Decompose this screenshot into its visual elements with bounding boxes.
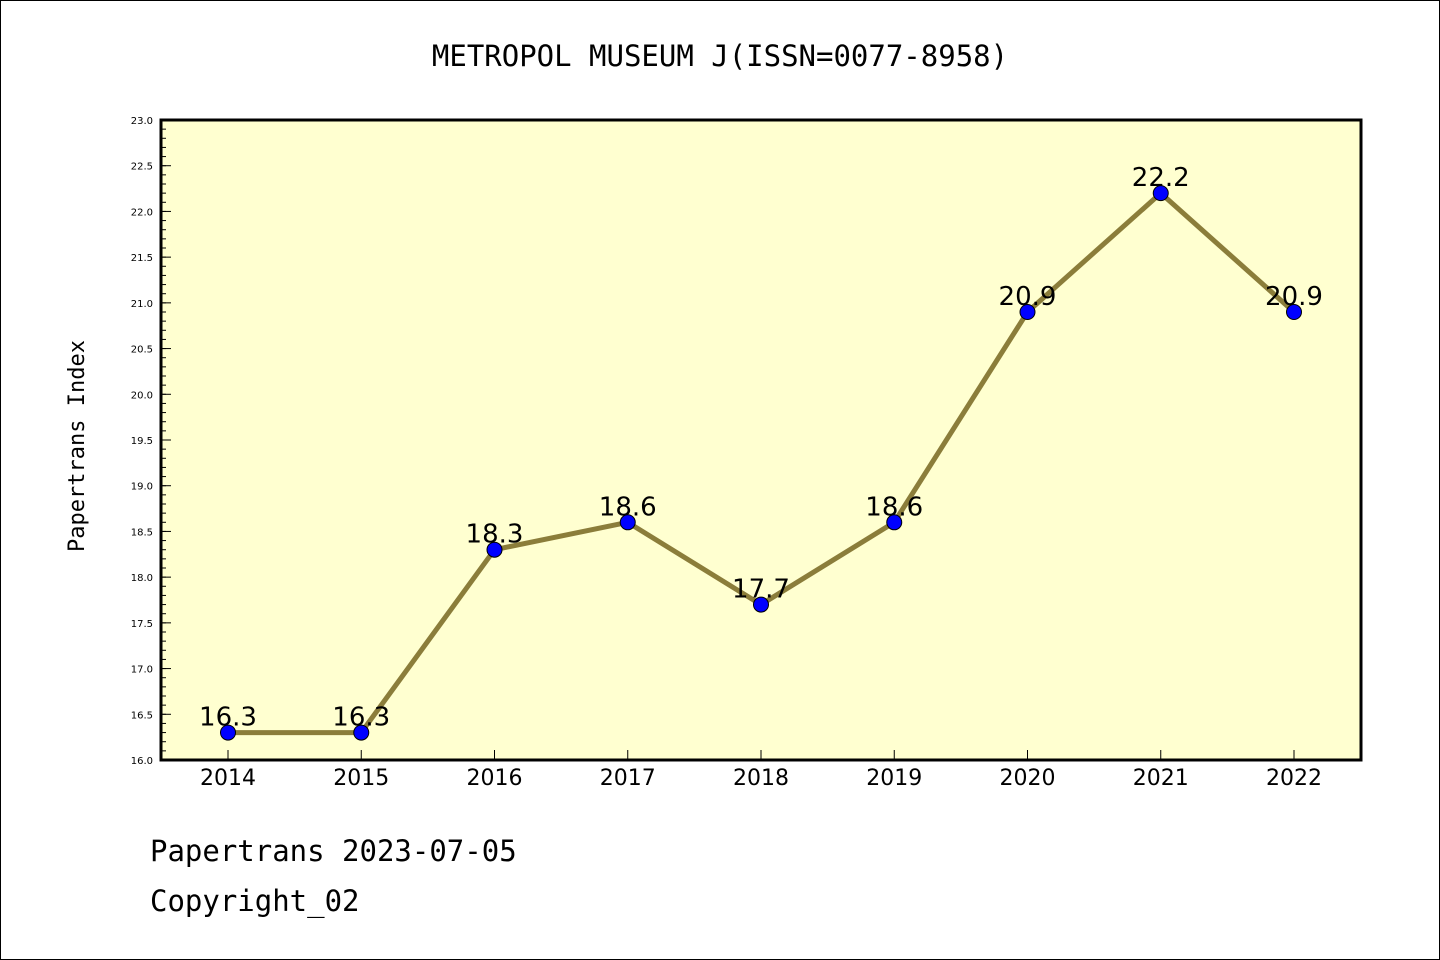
x-tick-label: 2015 bbox=[333, 766, 389, 791]
data-point-marker bbox=[353, 724, 370, 741]
data-point-marker bbox=[1286, 304, 1302, 320]
x-tick-label: 2021 bbox=[1133, 766, 1189, 791]
data-label: 18.6 bbox=[865, 492, 923, 522]
data-label: 20.9 bbox=[999, 282, 1057, 312]
x-tick-label: 2017 bbox=[600, 766, 656, 791]
y-axis-label: Papertrans Index bbox=[65, 340, 90, 552]
footer-date: Papertrans 2023-07-05 bbox=[150, 834, 517, 868]
data-label: 16.3 bbox=[332, 703, 390, 733]
y-tick-label: 22.5 bbox=[131, 162, 153, 173]
x-tick-label: 2020 bbox=[1000, 766, 1056, 791]
x-tick-label: 2019 bbox=[866, 766, 922, 791]
x-tick-label: 2016 bbox=[467, 766, 523, 791]
y-ticks: 16.0 16.5 17.0 17.5 18.0 18.5 19.0 19.5 20.0 20.5… bbox=[131, 116, 171, 767]
y-tick-label: 18.5 bbox=[131, 527, 153, 538]
data-point-marker bbox=[220, 724, 236, 741]
y-tick-label: 23.0 bbox=[131, 116, 153, 127]
data-label: 16.3 bbox=[199, 703, 257, 733]
plot-area bbox=[159, 118, 1363, 762]
data-label: 18.6 bbox=[599, 492, 657, 522]
y-tick-label: 19.5 bbox=[131, 436, 153, 447]
data-labels: 16.3 16.3 18.3 18.6 17.7 18.6 20.9 22.2 20.9 bbox=[199, 163, 1323, 732]
data-label: 22.2 bbox=[1132, 163, 1190, 193]
y-tick-label: 18.0 bbox=[131, 573, 153, 584]
footer-copyright: Copyright_02 bbox=[150, 884, 360, 918]
data-point-marker bbox=[619, 514, 636, 531]
data-point-marker bbox=[486, 541, 503, 558]
y-tick-label: 16.0 bbox=[131, 756, 153, 767]
data-point-marker bbox=[1019, 304, 1036, 320]
x-tick-label: 2022 bbox=[1266, 766, 1322, 791]
y-tick-label: 17.0 bbox=[131, 665, 153, 676]
data-point-marker bbox=[886, 514, 903, 531]
y-tick-label: 21.0 bbox=[131, 299, 153, 310]
y-tick-label: 20.0 bbox=[131, 390, 153, 401]
chart-title: METROPOL MUSEUM J(ISSN=0077-8958) bbox=[432, 39, 1008, 73]
y-tick-label: 16.5 bbox=[131, 710, 153, 721]
data-label: 20.9 bbox=[1265, 282, 1323, 312]
x-tick-label: 2018 bbox=[733, 766, 789, 791]
x-tick-label: 2014 bbox=[200, 766, 256, 791]
y-tick-label: 20.5 bbox=[131, 345, 153, 356]
x-ticks: 2014 2015 2016 2017 2018 2019 2020 2021 2022 bbox=[200, 750, 1322, 791]
y-tick-label: 17.5 bbox=[131, 619, 153, 630]
data-point-marker bbox=[1152, 185, 1169, 202]
data-label: 18.3 bbox=[466, 520, 524, 550]
y-tick-label: 22.0 bbox=[131, 207, 153, 218]
data-markers bbox=[220, 185, 1302, 741]
y-tick-label: 19.0 bbox=[131, 482, 153, 493]
data-point-marker bbox=[753, 596, 769, 613]
y-tick-label: 21.5 bbox=[131, 253, 153, 264]
data-label: 17.7 bbox=[732, 575, 790, 605]
